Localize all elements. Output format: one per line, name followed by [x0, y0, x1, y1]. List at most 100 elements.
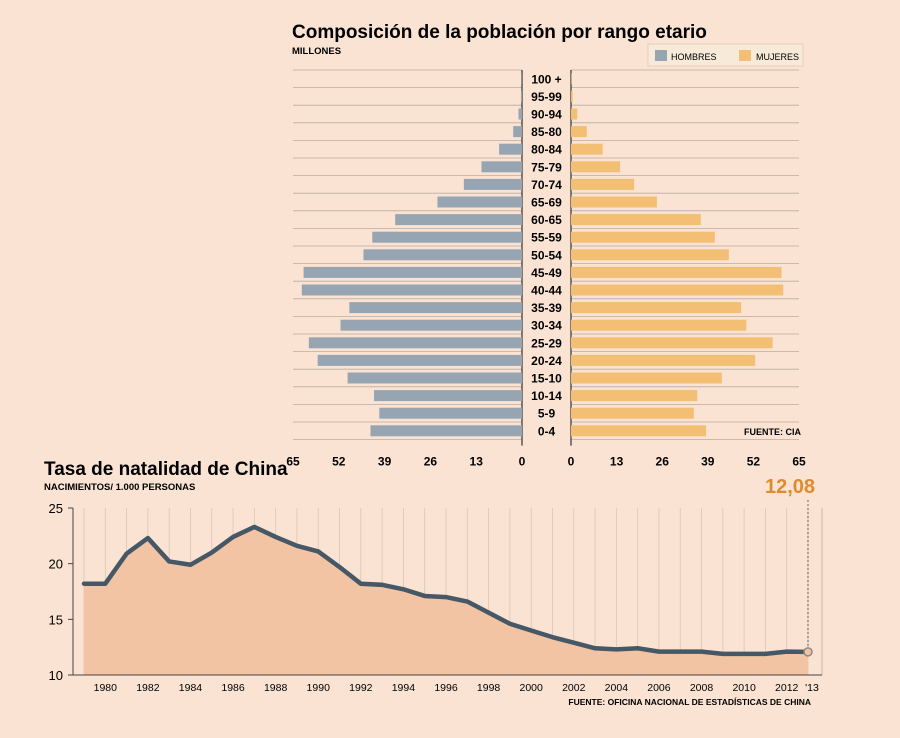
x-tick-hombres: 52 — [332, 455, 346, 469]
category-label: 35-39 — [531, 301, 562, 315]
x-tick-mujeres: 13 — [610, 455, 624, 469]
highlight-point — [803, 647, 813, 657]
bar-hombres-30-34 — [340, 319, 522, 331]
legend-hombres-label: HOMBRES — [671, 52, 717, 62]
x-tick-label: 2002 — [562, 682, 586, 694]
pyramid-gridlines — [293, 69, 799, 446]
x-tick-label: 1996 — [434, 682, 458, 694]
bar-mujeres-25-29 — [571, 337, 773, 349]
bar-hombres-5-9 — [379, 407, 522, 419]
bar-mujeres-60-65 — [571, 214, 701, 226]
x-tick-mujeres: 39 — [701, 455, 715, 469]
birthrate-subtitle: NACIMIENTOS/ 1.000 PERSONAS — [44, 482, 195, 493]
bar-hombres-20-24 — [317, 354, 522, 366]
bar-mujeres-65-69 — [571, 196, 657, 208]
pyramid-bars — [301, 73, 784, 437]
category-label: 45-49 — [531, 266, 562, 280]
x-tick-hombres: 13 — [470, 455, 484, 469]
bar-mujeres-75-79 — [571, 161, 621, 173]
x-tick-label: 1986 — [221, 682, 245, 694]
birthrate-area — [81, 524, 811, 675]
birthrate-line — [81, 524, 811, 657]
x-tick-label: 2012 — [775, 682, 799, 694]
x-tick-label: 2006 — [647, 682, 671, 694]
x-tick-mujeres: 26 — [656, 455, 670, 469]
category-label: 10-14 — [531, 389, 562, 403]
birthrate-title: Tasa de natalidad de China — [44, 459, 288, 480]
category-label: 40-44 — [531, 284, 562, 298]
x-tick-mujeres: 65 — [792, 455, 806, 469]
bar-hombres-95-99 — [520, 90, 522, 102]
bar-hombres-75-79 — [481, 161, 522, 173]
category-label: 80-84 — [531, 143, 562, 157]
x-tick-label: 2010 — [732, 682, 756, 694]
birthrate-area-fill — [84, 526, 808, 675]
bar-hombres-10-14 — [374, 390, 522, 402]
bar-hombres-65-69 — [437, 196, 522, 208]
category-label: 65-69 — [531, 196, 562, 210]
pyramid-x-tick-labels: 65 52 39 26 13 0 65 52 39 26 13 0 — [286, 455, 806, 469]
bar-hombres-85-80 — [513, 126, 522, 138]
bar-mujeres-0-4 — [571, 425, 707, 437]
x-tick-hombres: 65 — [286, 455, 300, 469]
category-label: 75-79 — [531, 160, 562, 174]
x-tick-label: 1980 — [94, 682, 118, 694]
x-tick-label: 2004 — [605, 682, 629, 694]
bar-mujeres-55-59 — [571, 231, 715, 243]
x-tick-label: 1992 — [349, 682, 373, 694]
bar-mujeres-50-54 — [571, 249, 729, 261]
pyramid-title: Composición de la población por rango et… — [292, 22, 707, 43]
bar-hombres-70-74 — [463, 178, 522, 190]
bar-hombres-15-10 — [347, 372, 522, 384]
birthrate-axes: 10 15 20 25 1980 1982 1984 1986 1988 1990 1992 1994… — [49, 501, 822, 694]
pyramid-source: FUENTE: CIA — [744, 427, 801, 437]
category-label: 95-99 — [531, 90, 562, 104]
birthrate-marks — [803, 647, 813, 657]
bar-hombres-45-49 — [303, 266, 522, 278]
bar-hombres-50-54 — [363, 249, 522, 261]
category-label: 20-24 — [531, 354, 562, 368]
x-tick-mujeres: 0 — [568, 455, 575, 469]
bar-mujeres-15-10 — [571, 372, 722, 384]
pyramid-unit-label: MILLONES — [292, 46, 341, 57]
category-label: 60-65 — [531, 213, 562, 227]
category-label: 55-59 — [531, 231, 562, 245]
bar-mujeres-80-84 — [571, 143, 603, 155]
bar-mujeres-45-49 — [571, 266, 782, 278]
category-label: 50-54 — [531, 248, 562, 262]
x-tick-hombres: 0 — [519, 455, 526, 469]
y-tick-label: 25 — [49, 501, 63, 516]
category-label: 15-10 — [531, 372, 562, 386]
bar-hombres-35-39 — [349, 302, 522, 314]
bar-hombres-25-29 — [308, 337, 522, 349]
category-label: 100 + — [531, 72, 561, 86]
x-tick-label: 1984 — [179, 682, 203, 694]
bar-hombres-90-94 — [518, 108, 522, 120]
y-tick-label: 15 — [49, 612, 63, 627]
x-tick-label: 2000 — [519, 682, 543, 694]
x-tick-label: 1988 — [264, 682, 288, 694]
bar-mujeres-90-94 — [571, 108, 578, 120]
bar-mujeres-20-24 — [571, 354, 756, 366]
category-label: 70-74 — [531, 178, 562, 192]
x-tick-label: '13 — [805, 682, 819, 694]
category-label: 5-9 — [538, 407, 556, 421]
x-tick-label: 1998 — [477, 682, 501, 694]
bar-mujeres-10-14 — [571, 390, 698, 402]
y-tick-label: 10 — [49, 668, 63, 683]
bar-hombres-55-59 — [372, 231, 522, 243]
category-label: 0-4 — [538, 424, 556, 438]
x-tick-hombres: 26 — [424, 455, 438, 469]
category-label: 85-80 — [531, 125, 562, 139]
birthrate-highlight-value: 12,08 — [765, 476, 815, 498]
x-tick-label: 1994 — [392, 682, 416, 694]
bar-hombres-60-65 — [395, 214, 522, 226]
x-tick-hombres: 39 — [378, 455, 392, 469]
category-label: 90-94 — [531, 108, 562, 122]
bar-mujeres-40-44 — [571, 284, 784, 296]
bar-hombres-0-4 — [370, 425, 522, 437]
birthrate-source: FUENTE: OFICINA NACIONAL DE ESTADÍSTICAS… — [568, 697, 811, 707]
x-tick-label: 1990 — [307, 682, 331, 694]
legend-mujeres-label: MUJERES — [756, 52, 799, 62]
